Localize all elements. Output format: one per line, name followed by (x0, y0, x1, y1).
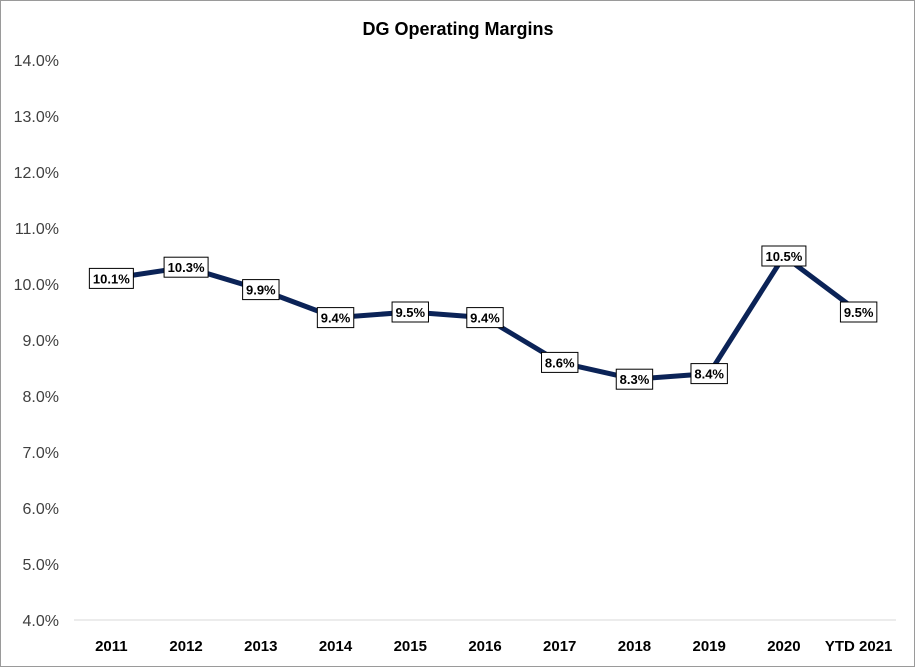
data-label-box (242, 279, 280, 301)
data-label-text: 8.4% (694, 367, 724, 382)
data-label-text: 9.5% (395, 305, 425, 320)
data-label: 8.6% (541, 351, 579, 373)
x-tick-label: 2019 (692, 638, 725, 655)
data-label-text: 10.1% (93, 271, 130, 286)
data-label: 9.4% (466, 307, 504, 329)
y-tick-label: 11.0% (15, 221, 59, 238)
data-label-text: 9.4% (470, 311, 500, 326)
data-label-text: 8.3% (620, 372, 650, 387)
data-label: 8.3% (615, 368, 654, 390)
y-tick-label: 6.0% (23, 501, 59, 518)
x-tick-label: 2014 (319, 638, 353, 655)
data-label-text: 9.5% (844, 305, 874, 320)
x-tick-label: 2015 (394, 638, 427, 655)
data-label-text: 9.4% (321, 311, 351, 326)
y-tick-label: 9.0% (23, 333, 59, 350)
y-tick-label: 13.0% (14, 109, 59, 126)
y-tick-label: 8.0% (23, 389, 59, 406)
x-tick-label: 2017 (543, 638, 576, 655)
data-label: 8.4% (690, 363, 728, 385)
data-label: 9.9% (242, 279, 280, 301)
y-tick-label: 12.0% (14, 165, 59, 182)
y-tick-label: 5.0% (23, 557, 59, 574)
data-label: 9.5% (391, 301, 429, 323)
data-label: 10.5% (761, 245, 807, 267)
data-label-box (541, 351, 579, 373)
x-tick-label: 2012 (169, 638, 202, 655)
data-label: 9.4% (316, 307, 355, 329)
x-tick-label: 2018 (618, 638, 651, 655)
x-axis: 2011 2012 2013 2014 2015 2016 2017 2018 2019 2020… (95, 638, 892, 655)
data-label-box (466, 307, 504, 329)
y-tick-label: 10.0% (14, 277, 59, 294)
data-label-text: 9.9% (246, 283, 276, 298)
data-label-box (163, 256, 209, 278)
data-label-text: 10.5% (765, 249, 802, 264)
y-tick-label: 7.0% (23, 445, 59, 462)
y-tick-label: 14.0% (14, 53, 59, 70)
x-tick-label: 2020 (767, 638, 800, 655)
x-tick-label: YTD 2021 (825, 638, 893, 655)
data-label-text: 8.6% (545, 355, 575, 370)
data-label-box (690, 363, 728, 385)
data-label-box (316, 307, 355, 329)
data-label: 9.5% (839, 301, 878, 323)
data-label: 10.3% (163, 256, 209, 278)
data-label-box (615, 368, 654, 390)
data-label: 10.1% (88, 267, 134, 289)
chart-title: DG Operating Margins (362, 19, 553, 39)
data-label-text: 10.3% (168, 260, 205, 275)
data-label-box (88, 267, 134, 289)
x-tick-label: 2016 (468, 638, 501, 655)
y-axis: 4.0% 5.0% 6.0% 7.0% 8.0% 9.0% 10.0% 11.0% 12.0% 1… (14, 53, 59, 630)
data-labels: 10.1% 10.3% 9.9% 9.4% 9.5% 9.4% 8.6% 8.3% 8.4% 10… (88, 245, 878, 390)
x-tick-label: 2011 (95, 638, 128, 655)
data-label-box (391, 301, 429, 323)
data-label-box (761, 245, 807, 267)
y-tick-label: 4.0% (23, 613, 59, 630)
data-label-box (839, 301, 878, 323)
x-tick-label: 2013 (244, 638, 277, 655)
